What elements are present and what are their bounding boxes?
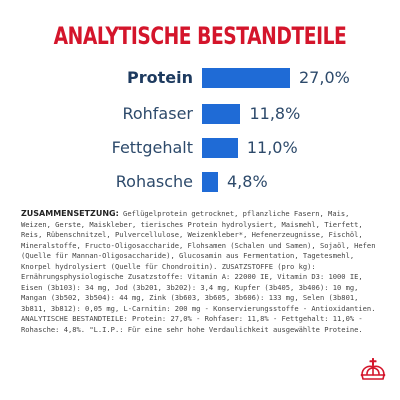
bar-row: Rohfaser 11,8% <box>0 102 400 126</box>
bar-row: Protein 27,0% <box>0 66 400 90</box>
bar-label: Rohasche <box>115 172 193 191</box>
bar-label: Protein <box>127 68 193 87</box>
bar-row: Rohasche 4,8% <box>0 170 400 194</box>
bar-label: Rohfaser <box>122 104 193 123</box>
bar <box>202 68 290 88</box>
bar-value-label: 27,0% <box>299 68 350 87</box>
page-title: ANALYTISCHE BESTANDTEILE <box>53 22 347 50</box>
bar-value-label: 4,8% <box>227 172 268 191</box>
composition-heading: ZUSAMMENSETZUNG: <box>21 209 119 218</box>
bar <box>202 172 218 192</box>
bar <box>202 104 241 124</box>
composition-body: Geflügelprotein getrocknet, pflanzliche … <box>21 209 376 334</box>
bar-row: Fettgehalt 11,0% <box>0 136 400 160</box>
composition-text: ZUSAMMENSETZUNG: Geflügelprotein getrock… <box>21 209 383 335</box>
crown-logo-icon <box>360 358 386 380</box>
bar <box>202 138 238 158</box>
bar-label: Fettgehalt <box>111 138 193 157</box>
bar-value-label: 11,0% <box>246 138 298 157</box>
bar-value-label: 11,8% <box>249 104 301 123</box>
